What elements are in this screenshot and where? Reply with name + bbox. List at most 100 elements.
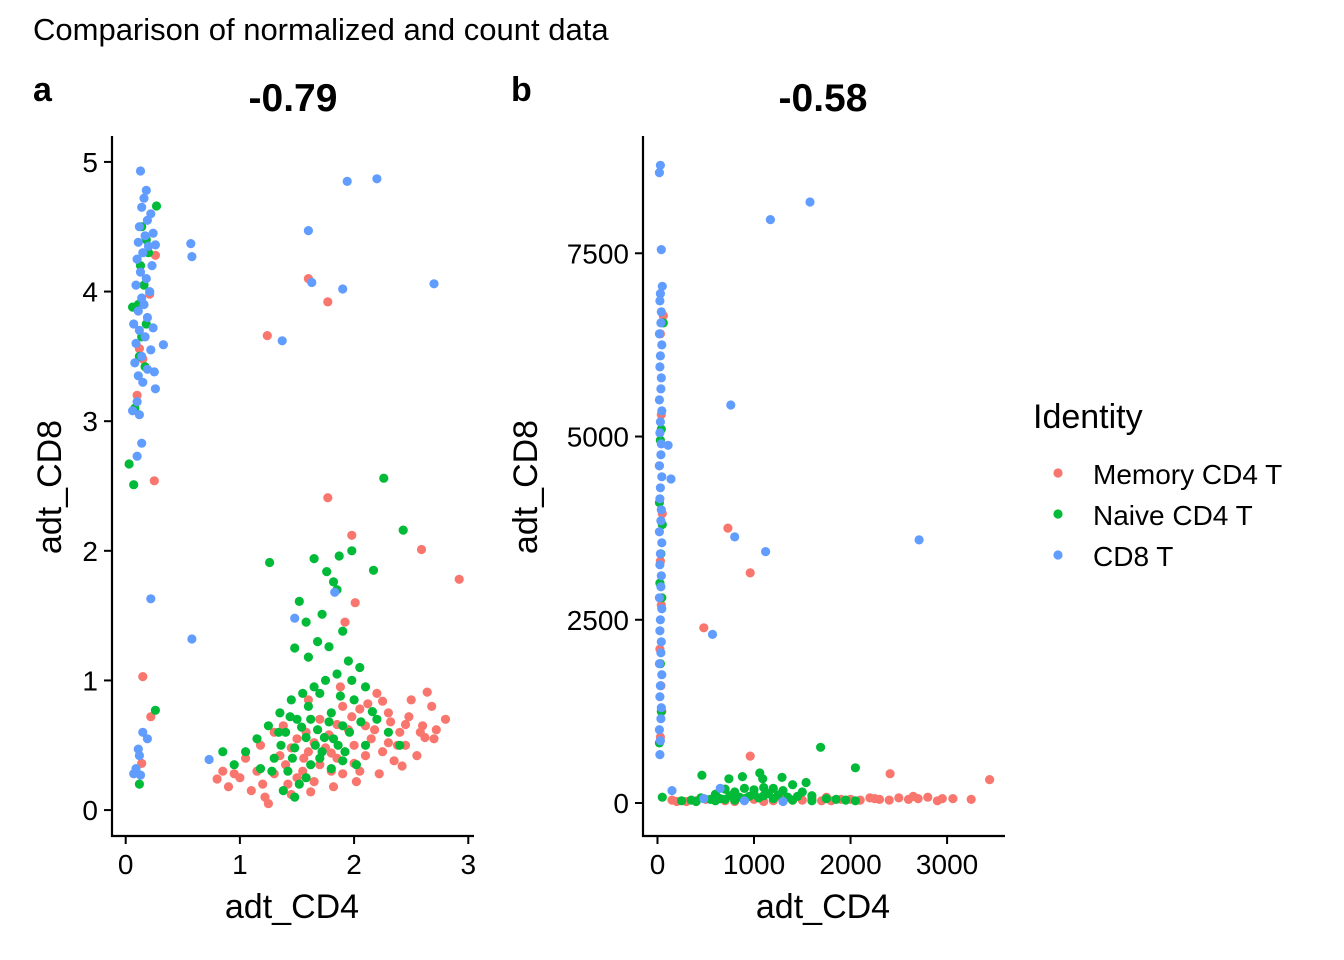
panel-b-point-memory-cd4-t xyxy=(885,769,895,779)
panel-b-point-naive-cd4-t xyxy=(797,787,807,797)
panel-a-point-cd8-t xyxy=(146,345,156,355)
panel-a-y-tick-label: 0 xyxy=(82,795,98,826)
panel-a-point-naive-cd4-t xyxy=(218,747,228,757)
panel-b-point-cd8-t xyxy=(656,582,666,592)
panel-a-point-cd8-t xyxy=(129,769,139,779)
panel-b-point-cd8-t xyxy=(654,593,665,603)
panel-b-point-cd8-t xyxy=(657,670,667,680)
panel-a-point-memory-cd4-t xyxy=(138,672,148,682)
panel-b-point-cd8-t xyxy=(655,428,665,438)
panel-b-point-cd8-t xyxy=(707,629,718,640)
panel-a-point-memory-cd4-t xyxy=(416,544,427,555)
panel-a-point-memory-cd4-t xyxy=(229,769,239,779)
panel-a-points xyxy=(124,166,464,809)
panel-a-point-cd8-t xyxy=(133,306,143,316)
panel-b-point-cd8-t xyxy=(655,692,665,702)
panel-a-point-memory-cd4-t xyxy=(389,756,399,766)
panel-a-point-naive-cd4-t xyxy=(320,675,331,686)
panel-b-point-naive-cd4-t xyxy=(749,789,759,799)
panel-a-point-cd8-t xyxy=(158,340,168,350)
panel-a-point-cd8-t xyxy=(187,634,197,644)
panel-b-point-naive-cd4-t xyxy=(816,742,826,752)
panel-b-y-tick-label: 7500 xyxy=(567,238,629,269)
panel-b-point-naive-cd4-t xyxy=(759,783,769,793)
panel-b-point-cd8-t xyxy=(654,395,665,405)
panel-b-point-memory-cd4-t xyxy=(699,623,709,633)
panel-a-point-cd8-t xyxy=(204,754,214,765)
panel-b-point-memory-cd4-t xyxy=(908,791,918,802)
panel-a-point-cd8-t xyxy=(142,734,152,744)
panel-a-point-naive-cd4-t xyxy=(281,727,291,737)
panel-b-point-naive-cd4-t xyxy=(821,794,832,804)
panel-b-point-cd8-t xyxy=(655,750,665,760)
panel-b-point-cd8-t xyxy=(655,736,666,746)
panel-b-point-naive-cd4-t xyxy=(788,795,798,805)
panel-a-point-memory-cd4-t xyxy=(246,786,256,796)
panel-a-point-memory-cd4-t xyxy=(350,598,360,608)
panel-a-point-cd8-t xyxy=(129,319,139,329)
panel-a-point-memory-cd4-t xyxy=(383,738,393,748)
panel-a-point-memory-cd4-t xyxy=(412,751,422,761)
panel-a-point-cd8-t xyxy=(141,185,151,195)
panel-b-point-naive-cd4-t xyxy=(777,772,787,783)
panel-a-point-memory-cd4-t xyxy=(335,682,345,692)
panel-a-point-cd8-t xyxy=(147,261,157,271)
panel-b-point-naive-cd4-t xyxy=(850,796,861,806)
panel-b-point-naive-cd4-t xyxy=(850,763,861,773)
panel-b-point-naive-cd4-t xyxy=(720,794,730,805)
panel-b-point-cd8-t xyxy=(715,783,725,794)
panel-a-point-cd8-t xyxy=(142,364,152,374)
panel-b-point-memory-cd4-t xyxy=(870,794,880,804)
panel-a: a -0.79 0 1 2 3 0 1 2 3 4 5 adt_CD4 adt_CD8 xyxy=(31,71,476,926)
panel-a-point-memory-cd4-t xyxy=(303,695,313,705)
panel-a-title: -0.79 xyxy=(249,77,338,120)
panel-a-point-naive-cd4-t xyxy=(298,688,308,699)
panel-a-point-memory-cd4-t xyxy=(383,708,393,718)
panel-a-point-naive-cd4-t xyxy=(276,740,286,750)
panel-a-point-cd8-t xyxy=(307,277,317,288)
panel-b-point-cd8-t xyxy=(656,384,666,394)
panel-b-point-memory-cd4-t xyxy=(667,795,677,805)
panel-a-point-cd8-t xyxy=(134,222,144,232)
panel-a-point-cd8-t xyxy=(133,237,143,247)
panel-b-point-cd8-t xyxy=(654,461,665,471)
panel-a-point-naive-cd4-t xyxy=(290,792,300,802)
panel-a-point-memory-cd4-t xyxy=(338,769,348,779)
panel-b-point-memory-cd4-t xyxy=(723,523,733,533)
panel-b-x-tick-label: 3000 xyxy=(916,849,978,880)
panel-a-point-memory-cd4-t xyxy=(315,760,325,770)
panel-b-tag: b xyxy=(511,71,532,109)
panel-b-point-memory-cd4-t xyxy=(923,792,933,802)
panel-a-point-memory-cd4-t xyxy=(306,787,316,797)
panel-b-point-cd8-t xyxy=(726,400,736,410)
panel-a-point-naive-cd4-t xyxy=(338,756,348,766)
panel-b-point-cd8-t xyxy=(657,340,667,350)
panel-a-point-memory-cd4-t xyxy=(315,714,325,724)
panel-b-point-cd8-t xyxy=(778,796,788,807)
panel-b-point-cd8-t xyxy=(656,318,666,328)
panel-a-point-memory-cd4-t xyxy=(397,761,407,771)
panel-a-axes: 0 1 2 3 0 1 2 3 4 5 xyxy=(82,136,476,880)
panel-a-point-naive-cd4-t xyxy=(290,643,300,653)
panel-a-point-memory-cd4-t xyxy=(427,701,437,712)
panel-b-point-cd8-t xyxy=(667,786,677,796)
panel-b-point-cd8-t xyxy=(654,527,665,537)
panel-a-point-naive-cd4-t xyxy=(315,688,325,699)
panel-a-point-memory-cd4-t xyxy=(132,390,142,400)
panel-a-point-memory-cd4-t xyxy=(283,779,293,789)
panel-a-point-cd8-t xyxy=(145,287,155,297)
panel-a-y-tick-label: 2 xyxy=(82,536,98,567)
panel-b-point-cd8-t xyxy=(656,450,666,460)
panel-a-point-cd8-t xyxy=(128,406,138,416)
panel-a-point-naive-cd4-t xyxy=(241,747,251,757)
panel-a-point-naive-cd4-t xyxy=(252,734,262,744)
panel-a-point-memory-cd4-t xyxy=(378,696,388,706)
panel-b-point-naive-cd4-t xyxy=(807,796,817,806)
panel-a-point-memory-cd4-t xyxy=(303,747,313,757)
panel-b-point-naive-cd4-t xyxy=(778,786,788,796)
legend-label-naive-cd4-t: Naive CD4 T xyxy=(1093,500,1253,531)
panel-a-point-naive-cd4-t xyxy=(334,551,344,561)
panel-b-point-naive-cd4-t xyxy=(831,794,841,805)
panel-a-point-cd8-t xyxy=(429,279,439,289)
panel-b-point-naive-cd4-t xyxy=(768,794,778,804)
